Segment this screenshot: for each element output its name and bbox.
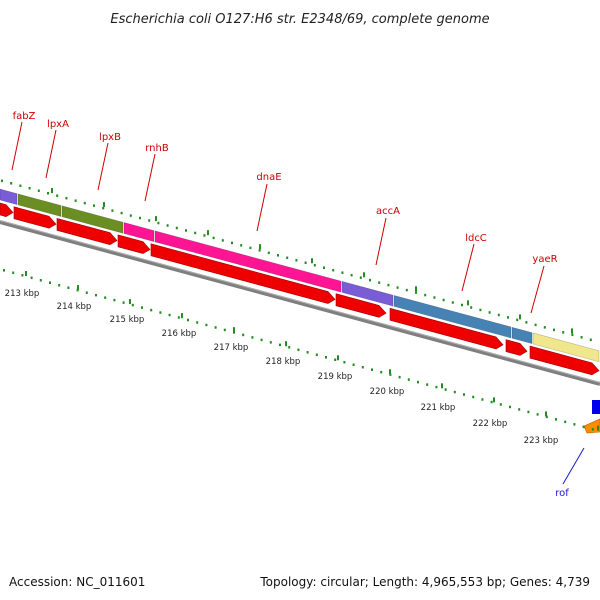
kbp-label: 214 kbp [57,302,92,312]
gene-label-lpxA: lpxA [47,119,69,130]
gene-arrow [150,243,336,304]
gene-arrow [117,234,151,254]
leader-rof [562,447,585,485]
gene-label-rnhB: rnhB [145,143,169,154]
kbp-label: 223 kbp [524,436,559,446]
leader-lpxA [45,129,57,179]
gene-label-accA: accA [376,206,400,217]
kbp-label: 219 kbp [318,372,353,382]
inner-tick-track [3,269,599,431]
feature-band [0,188,600,363]
gene-arrows [0,202,600,376]
kbp-label: 213 kbp [5,289,40,299]
leader-rnhB [144,153,156,202]
feature-segment [341,280,394,307]
gene-label-fabZ: fabZ [13,111,36,122]
orange-feature [583,418,600,434]
kbp-label: 221 kbp [421,403,456,413]
blue-feature-body [592,400,600,414]
leader-dnaE [256,183,268,232]
leader-accA [375,217,387,266]
kbp-label: 222 kbp [473,419,508,429]
gene-label-dnaE: dnaE [256,172,281,183]
gene-arrow [389,307,504,350]
gene-label-ldcC: ldcC [465,233,487,244]
genome-backbone [0,220,600,386]
topology-text: Topology: circular; Length: 4,965,553 bp… [259,575,590,589]
gene-label-yaeR: yaeR [532,254,557,265]
kbp-label: 217 kbp [214,343,249,353]
kbp-label: 215 kbp [110,315,145,325]
kbp-labels: 213 kbp 214 kbp 215 kbp 216 kbp 217 kbp … [5,289,559,446]
backbone-line [0,220,600,386]
feature-segment [532,332,600,363]
outer-tick-track [1,179,592,342]
gene-arrow [505,339,528,356]
feature-segment [511,326,533,345]
gene-arrow [529,345,600,376]
feature-segment [393,294,512,339]
gene-arrow [335,293,387,318]
map-title: Escherichia coli O127:H6 str. E2348/69, … [110,12,489,27]
leader-lpxB [97,142,109,191]
gene-arrow [13,206,57,229]
feature-segment [17,193,62,217]
feature-segment [0,188,18,205]
kbp-label: 220 kbp [370,387,405,397]
feature-segment [123,222,155,242]
gene-labels: fabZ lpxA lpxB rnhB dnaE accA ldcC yaeR … [11,111,585,499]
accession-text: Accession: NC_011601 [9,575,145,589]
gene-label-lpxB: lpxB [99,132,121,143]
feature-segment [154,230,342,293]
kbp-label: 218 kbp [266,357,301,367]
kbp-label: 216 kbp [162,329,197,339]
leader-fabZ [11,121,23,171]
extra-features [583,400,600,434]
feature-segment [61,205,124,234]
leader-ldcC [461,243,475,292]
gene-arrow [0,202,14,217]
leader-yaeR [530,265,545,314]
backbone-highlight [0,220,600,383]
gene-label-rof: rof [555,488,569,499]
gene-arrow [56,217,118,246]
